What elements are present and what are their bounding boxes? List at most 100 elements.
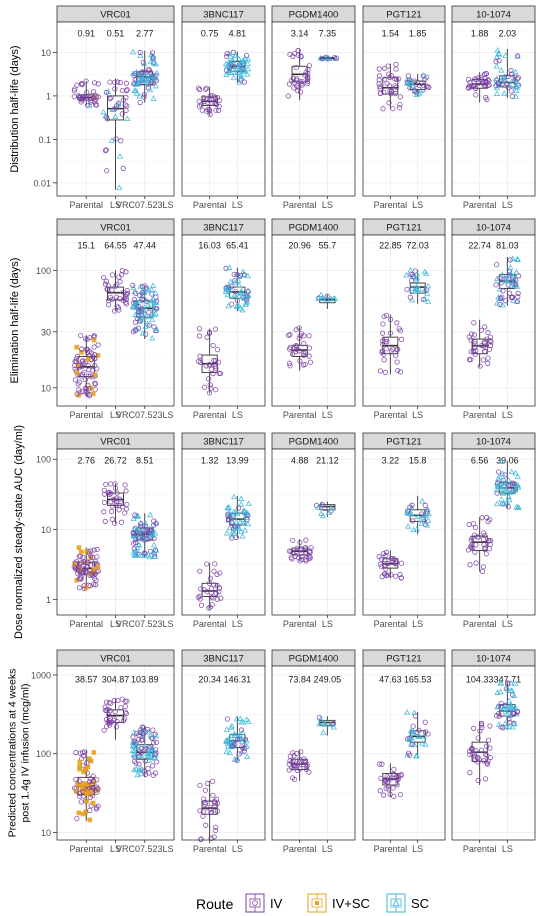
panel-background [452, 22, 535, 196]
data-point-iv [394, 320, 400, 326]
data-point-iv [376, 66, 382, 72]
data-point-iv [382, 562, 388, 569]
data-point-sc [493, 75, 500, 82]
data-point-sc [244, 510, 251, 516]
data-point-iv [509, 93, 515, 99]
data-point-iv [123, 269, 129, 275]
data-point-iv [213, 387, 219, 393]
data-point-iv [132, 539, 139, 545]
data-point-iv [505, 85, 511, 91]
data-point-iv [118, 138, 124, 144]
data-point-iv [207, 604, 213, 610]
data-point-iv [202, 86, 209, 92]
data-point-iv [135, 750, 142, 756]
data-point-iv [143, 531, 149, 537]
data-point-iv [504, 81, 510, 87]
data-point-sc [232, 525, 239, 531]
panel-background [272, 449, 355, 615]
data-point-sc [499, 489, 507, 496]
data-point-iv [296, 335, 302, 341]
data-point-iv [208, 366, 214, 372]
data-point-iv-sc [95, 353, 101, 358]
data-point-iv [507, 719, 513, 725]
median-label: 0.51 [107, 29, 125, 39]
data-point-sc [134, 742, 141, 748]
data-point-iv [223, 285, 229, 291]
data-point-sc [226, 283, 233, 290]
data-point-iv [503, 276, 509, 282]
data-point-sc [137, 77, 144, 83]
data-point-sc [136, 92, 143, 99]
data-point-iv [242, 736, 249, 742]
data-point-iv [73, 750, 79, 756]
data-point-iv [389, 556, 396, 562]
data-point-iv [487, 723, 493, 729]
data-point-iv [388, 88, 395, 94]
data-point-iv [91, 344, 97, 350]
data-point-iv [112, 709, 118, 715]
data-point-iv [109, 272, 116, 278]
data-point-iv [198, 586, 204, 592]
data-point-iv [103, 481, 109, 487]
data-point-iv [483, 551, 489, 557]
data-point-sc [152, 60, 159, 67]
data-point-iv [488, 537, 494, 544]
data-point-sc [151, 299, 158, 305]
legend-key-inner-box [390, 898, 402, 908]
data-point-iv [213, 590, 219, 596]
data-point-iv [398, 560, 405, 566]
panel-title: 10-1074 [476, 10, 511, 21]
y-axis-title: Predicted concentrations at 4 weekspost … [7, 669, 32, 838]
data-point-sc [239, 729, 246, 736]
data-point-iv [480, 564, 487, 570]
data-point-iv [76, 790, 82, 796]
data-point-iv [294, 88, 301, 94]
data-point-iv [380, 330, 386, 336]
data-point-iv [471, 751, 478, 757]
data-point-iv [308, 545, 314, 551]
data-point-iv-sc [77, 759, 83, 765]
data-point-iv [80, 554, 86, 560]
data-point-sc [494, 300, 501, 306]
data-point-iv [485, 355, 491, 361]
data-point-iv [216, 585, 223, 591]
data-point-sc [502, 52, 509, 58]
data-point-sc [239, 293, 247, 299]
data-point-iv [397, 571, 403, 578]
data-point-iv [101, 274, 107, 281]
data-point-iv [297, 358, 303, 364]
data-point-sc [152, 82, 160, 89]
data-point-sc [152, 752, 159, 758]
data-point-sc [225, 743, 232, 749]
data-point-iv [87, 794, 93, 801]
data-point-iv [208, 590, 214, 596]
data-point-sc [142, 323, 149, 329]
data-point-iv [295, 48, 301, 54]
data-point-sc [138, 770, 145, 777]
data-point-iv [103, 147, 109, 153]
data-point-iv [238, 727, 244, 733]
data-point-iv [505, 482, 512, 488]
data-point-iv [486, 737, 492, 743]
data-point-sc [411, 709, 418, 716]
data-point-sc [425, 517, 432, 523]
data-point-sc [150, 548, 157, 554]
data-point-iv [210, 342, 216, 349]
panel-title: 3BNC117 [203, 654, 244, 665]
median-label: 22.85 [379, 241, 402, 251]
data-point-iv [120, 289, 126, 295]
data-point-iv [505, 680, 511, 686]
data-point-sc [238, 738, 246, 745]
data-point-sc [508, 468, 515, 475]
panel-background [363, 449, 445, 615]
x-tick-label: LS [322, 410, 333, 420]
data-point-iv [150, 727, 156, 733]
data-point-iv [391, 793, 397, 800]
data-point-sc [124, 115, 131, 122]
data-point-iv [91, 80, 98, 86]
median-label: 47.44 [133, 241, 156, 251]
panel-pgdm1400: PGDM1400 73.84 Parental 249.05 LS [271, 649, 356, 854]
y-tick-label: 10 [41, 48, 51, 58]
data-point-iv [231, 64, 238, 70]
panel-background [363, 22, 445, 196]
